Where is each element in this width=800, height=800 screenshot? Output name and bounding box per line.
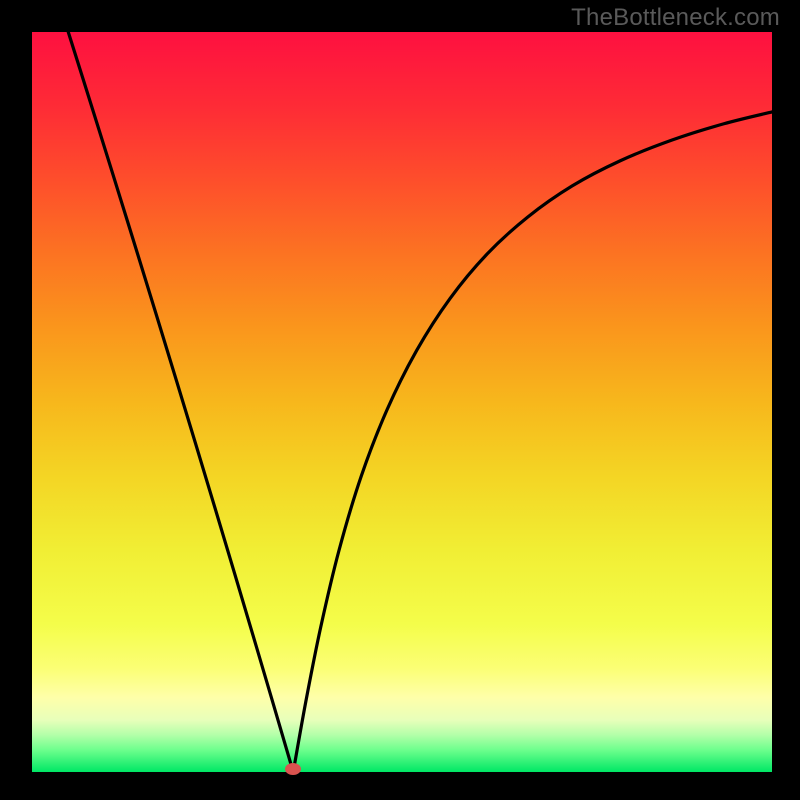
- watermark-text: TheBottleneck.com: [571, 4, 780, 32]
- chart-stage: TheBottleneck.com: [0, 0, 800, 800]
- curve-layer: [32, 32, 772, 772]
- plot-area: [32, 32, 772, 772]
- bottleneck-curve: [68, 32, 772, 772]
- optimal-point-marker: [285, 763, 301, 775]
